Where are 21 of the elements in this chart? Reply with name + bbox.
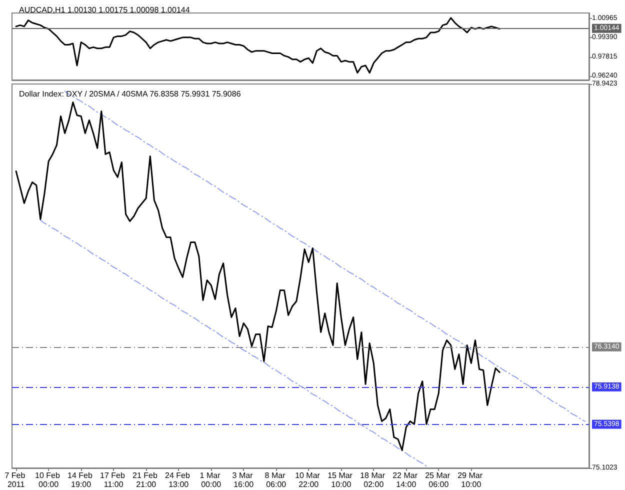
x-tick-label: 10 Feb 00:00 xyxy=(35,471,62,489)
x-tick-label: 18 Mar 02:00 xyxy=(360,471,388,489)
x-tick-label: 24 Feb 13:00 xyxy=(165,471,192,489)
x-tick-label: 17 Feb 11:00 xyxy=(100,471,128,489)
x-tick-label: 1 Mar 00:00 xyxy=(200,471,222,489)
line-series xyxy=(40,220,427,467)
x-tick-label: 10 Mar 22:00 xyxy=(295,471,322,489)
line-series xyxy=(64,90,586,422)
x-tick-label: 8 Mar 06:00 xyxy=(264,471,288,489)
line-series xyxy=(15,101,500,451)
x-tick-label: 29 Mar 10:00 xyxy=(458,471,485,489)
x-tick-label: 7 Feb 2011 xyxy=(4,471,28,489)
chart-title: AUDCAD,H1 1.00130 1.00175 1.00098 1.00144 xyxy=(19,6,190,14)
x-tick-label: 14 Feb 19:00 xyxy=(68,471,95,489)
text: Dollar Index: DXY / 20SMA / 40SMA 76.8358 75.9931 75.9086 xyxy=(19,90,242,98)
x-tick-label: 3 Mar 16:00 xyxy=(232,471,255,489)
x-tick-label: 25 Mar 06:00 xyxy=(425,471,452,489)
x-tick-label: 21 Feb 21:00 xyxy=(132,471,160,489)
line-series xyxy=(15,17,500,74)
x-tick-label: 22 Mar 14:00 xyxy=(392,471,420,489)
x-tick-label: 15 Mar 10:00 xyxy=(328,471,355,489)
